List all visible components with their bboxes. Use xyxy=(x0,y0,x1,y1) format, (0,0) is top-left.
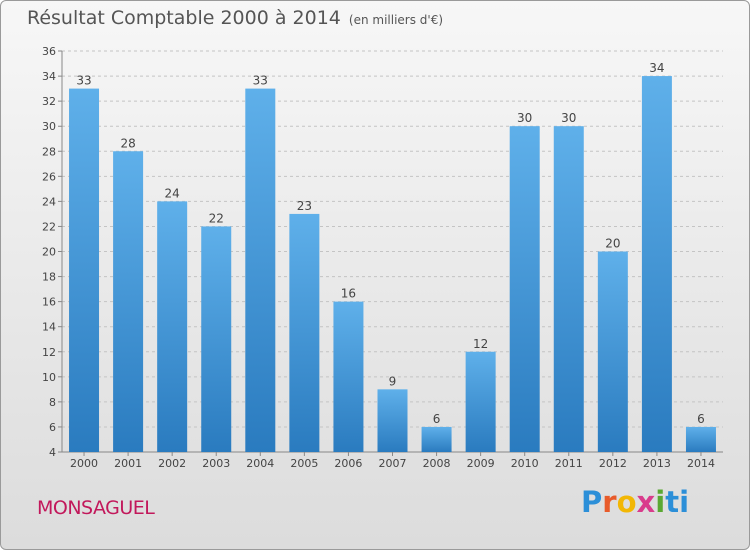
data-label: 33 xyxy=(253,74,268,88)
x-tick-label: 2006 xyxy=(334,457,362,470)
data-label: 34 xyxy=(649,61,664,75)
bar xyxy=(201,226,232,452)
bar xyxy=(157,201,188,452)
axes: 4 6 8 10 12 14 16 18 20 22 24 26 28 30 32 34 36 2000 2001 2… xyxy=(42,45,723,470)
commune-name: MONSAGUEL xyxy=(37,497,155,519)
logo-letter: i xyxy=(679,485,690,519)
logo-letter: t xyxy=(665,485,680,519)
bar xyxy=(421,426,452,452)
bar xyxy=(245,88,276,452)
bar xyxy=(685,426,716,452)
y-tick-label: 6 xyxy=(49,421,56,434)
bar xyxy=(597,251,628,452)
data-label: 6 xyxy=(433,412,441,426)
x-tick-label: 2012 xyxy=(599,457,627,470)
data-labels: 33 28 24 22 33 23 16 9 6 12 30 30 20 34 6 xyxy=(76,61,704,426)
x-tick-label: 2013 xyxy=(643,457,671,470)
data-label: 9 xyxy=(389,374,397,388)
bar xyxy=(641,76,672,452)
bar xyxy=(289,213,320,452)
bar xyxy=(69,88,100,452)
x-tick-label: 2005 xyxy=(290,457,318,470)
data-label: 22 xyxy=(209,211,224,225)
y-tick-label: 28 xyxy=(42,145,56,158)
bar xyxy=(377,389,408,452)
data-label: 30 xyxy=(561,111,576,125)
y-tick-label: 20 xyxy=(42,246,56,259)
chart-unit: (en milliers d'€) xyxy=(348,13,444,27)
x-tick-label: 2002 xyxy=(158,457,186,470)
y-tick-label: 16 xyxy=(42,296,56,309)
chart-title-text: Résultat Comptable 2000 à 2014 xyxy=(27,7,341,29)
logo-letter: i xyxy=(655,485,666,519)
y-tick-label: 32 xyxy=(42,95,56,108)
bar xyxy=(465,351,496,452)
y-tick-label: 34 xyxy=(42,70,56,83)
proxiti-logo: Proxiti xyxy=(581,485,689,519)
bar xyxy=(113,151,144,452)
logo-letter: P xyxy=(581,485,603,519)
x-tick-label: 2011 xyxy=(555,457,583,470)
bar xyxy=(553,126,584,452)
data-label: 12 xyxy=(473,337,488,351)
data-label: 28 xyxy=(120,136,135,150)
x-tick-label: 2003 xyxy=(202,457,230,470)
data-label: 16 xyxy=(341,287,356,301)
y-tick-label: 8 xyxy=(49,396,56,409)
y-tick-label: 10 xyxy=(42,371,56,384)
logo-letter: r xyxy=(602,485,617,519)
x-tick-label: 2010 xyxy=(511,457,539,470)
x-tick-label: 2001 xyxy=(114,457,142,470)
y-tick-label: 12 xyxy=(42,346,56,359)
y-tick-label: 26 xyxy=(42,170,56,183)
data-label: 20 xyxy=(605,237,620,251)
data-label: 33 xyxy=(76,74,91,88)
logo-letter: x xyxy=(636,485,656,519)
y-tick-label: 24 xyxy=(42,195,56,208)
y-tick-label: 14 xyxy=(42,321,56,334)
x-tick-label: 2000 xyxy=(70,457,98,470)
data-label: 6 xyxy=(697,412,705,426)
chart-title: Résultat Comptable 2000 à 2014 (en millie… xyxy=(27,7,443,29)
x-tick-label: 2014 xyxy=(687,457,715,470)
data-label: 23 xyxy=(297,199,312,213)
y-tick-label: 22 xyxy=(42,220,56,233)
y-tick-label: 30 xyxy=(42,120,56,133)
data-label: 24 xyxy=(165,186,180,200)
data-label: 30 xyxy=(517,111,532,125)
x-tick-label: 2004 xyxy=(246,457,274,470)
x-tick-label: 2009 xyxy=(467,457,495,470)
logo-letter: o xyxy=(616,485,637,519)
y-tick-label: 36 xyxy=(42,45,56,58)
x-tick-label: 2007 xyxy=(379,457,407,470)
y-tick-label: 18 xyxy=(42,271,56,284)
bar xyxy=(333,301,364,452)
x-tick-label: 2008 xyxy=(423,457,451,470)
bars xyxy=(69,76,716,452)
y-tick-label: 4 xyxy=(49,446,56,459)
bar xyxy=(509,126,540,452)
